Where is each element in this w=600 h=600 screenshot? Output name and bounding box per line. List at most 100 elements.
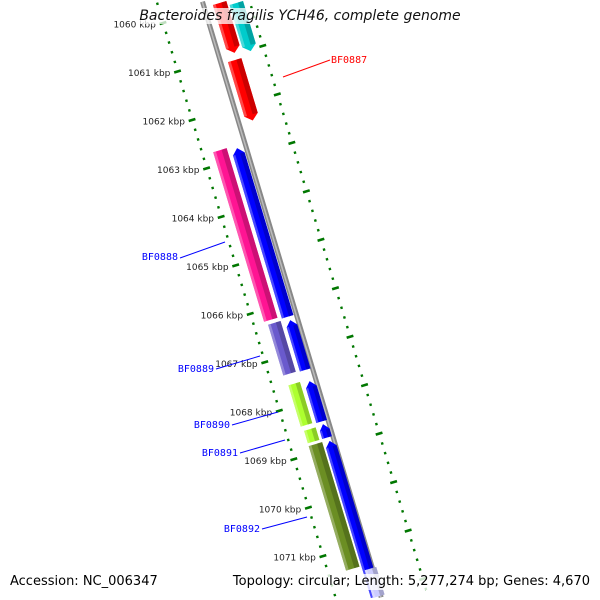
minor-tick [383, 451, 387, 455]
minor-tick [155, 2, 159, 6]
minor-tick [214, 196, 218, 200]
minor-tick [255, 25, 259, 29]
gene-label-BF0888[interactable]: BF0888 [142, 252, 178, 263]
minor-tick [182, 89, 186, 93]
minor-tick [324, 564, 328, 568]
major-tick [259, 43, 267, 49]
minor-tick [246, 302, 250, 306]
major-tick [188, 117, 196, 123]
minor-tick [354, 354, 358, 358]
minor-tick [264, 54, 268, 58]
minor-tick [164, 31, 168, 35]
minor-tick [287, 131, 291, 135]
minor-tick [304, 496, 308, 500]
minor-tick [401, 509, 405, 513]
minor-tick [258, 34, 262, 38]
minor-tick [289, 448, 293, 452]
gene-shadow [295, 381, 313, 425]
gene-shadow [236, 58, 258, 115]
gene-BF0889[interactable] [268, 320, 296, 376]
major-tick [317, 237, 325, 243]
minor-tick [310, 516, 314, 520]
minor-tick [366, 393, 370, 397]
gene-highlight [304, 430, 311, 444]
gene-BF0887[interactable] [227, 58, 260, 122]
gene-highlight [227, 61, 248, 117]
minor-tick [278, 102, 282, 106]
tick-label: 1066 kbp [201, 311, 244, 321]
minor-tick [284, 122, 288, 126]
tick-label: 1063 kbp [157, 166, 200, 176]
minor-tick [415, 558, 419, 562]
minor-tick [345, 325, 349, 329]
tick-label: 1071 kbp [273, 554, 316, 564]
minor-tick [179, 79, 183, 83]
gene-highlight [308, 445, 349, 571]
minor-tick [283, 428, 287, 432]
tick-label: 1061 kbp [128, 69, 171, 79]
minor-tick [286, 438, 290, 442]
minor-tick [196, 137, 200, 141]
minor-tick [167, 41, 171, 45]
gene-label-BF0891[interactable]: BF0891 [202, 448, 238, 459]
gene-shadow [275, 320, 296, 374]
gene-BF0892[interactable] [308, 442, 360, 571]
minor-tick [170, 50, 174, 54]
gene-highlight [233, 154, 285, 319]
minor-tick [315, 535, 319, 539]
minor-tick [318, 545, 322, 549]
gene-BF0888[interactable] [213, 148, 278, 322]
minor-tick [240, 283, 244, 287]
minor-tick [260, 351, 264, 355]
gene-shadow [332, 445, 382, 597]
minor-tick [225, 234, 229, 238]
gene-feature-4[interactable] [231, 146, 294, 319]
minor-tick [211, 186, 215, 190]
gene-label-BF0889[interactable]: BF0889 [178, 364, 214, 375]
tick-label: 1065 kbp [186, 263, 229, 273]
label-leader-line [261, 516, 308, 530]
gene-feature-6[interactable] [285, 319, 311, 372]
gene-label-BF0890[interactable]: BF0890 [194, 420, 230, 431]
accession-text: Accession: NC_006347 [8, 574, 160, 590]
minor-tick [328, 267, 332, 271]
minor-tick [380, 441, 384, 445]
minor-tick [325, 257, 329, 261]
minor-tick [322, 248, 326, 252]
gene-shadow [312, 385, 327, 422]
gene-label-BF0887[interactable]: BF0887 [331, 55, 367, 66]
major-tick [331, 285, 340, 291]
minor-tick [222, 225, 226, 229]
minor-tick [357, 364, 361, 368]
gene-shadow [325, 428, 332, 438]
minor-tick [272, 390, 276, 393]
gene-feature-8[interactable] [304, 380, 327, 423]
minor-tick [412, 548, 416, 552]
gene-label-BF0892[interactable]: BF0892 [224, 524, 260, 535]
minor-tick [266, 370, 270, 374]
minor-tick [208, 176, 212, 180]
major-tick [231, 263, 240, 268]
gene-BF0891[interactable] [304, 427, 320, 444]
minor-tick [316, 228, 320, 232]
minor-tick [386, 461, 390, 465]
minor-tick [351, 345, 355, 349]
minor-tick [228, 244, 232, 248]
minor-tick [301, 486, 305, 490]
minor-tick [296, 160, 300, 164]
major-tick [202, 166, 211, 171]
gene-feature-10[interactable] [318, 423, 332, 439]
gene-feature-12[interactable] [324, 439, 382, 598]
gene-BF0890[interactable] [288, 381, 313, 427]
gene-highlight [319, 430, 325, 439]
major-tick [288, 140, 296, 146]
minor-tick [193, 128, 197, 132]
minor-tick [199, 147, 203, 151]
minor-tick [342, 315, 346, 319]
minor-tick [293, 151, 297, 155]
minor-tick [184, 99, 188, 103]
label-leader-line [231, 411, 279, 426]
minor-tick [280, 419, 284, 423]
gene-highlight [268, 323, 286, 376]
